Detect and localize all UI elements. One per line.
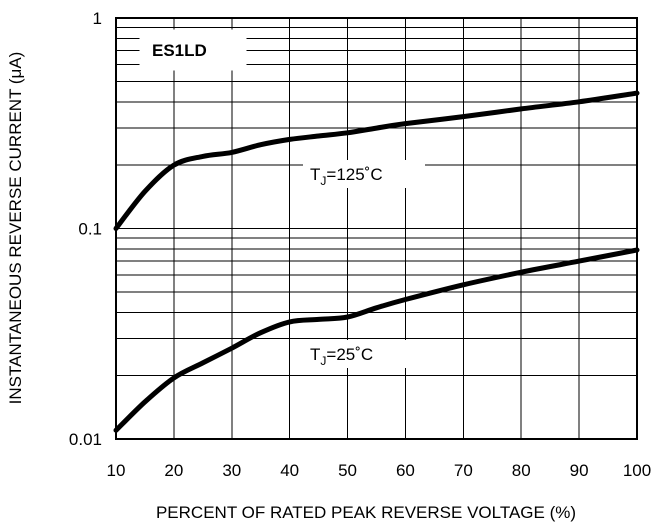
x-tick-label: 60	[396, 461, 415, 480]
x-tick-label: 20	[164, 461, 183, 480]
series-label-25-main: T	[310, 345, 320, 364]
grid-layer	[115, 17, 638, 440]
x-axis-title: PERCENT OF RATED PEAK REVERSE VOLTAGE (%…	[156, 503, 576, 522]
x-tick-label: 10	[107, 461, 126, 480]
curve-layer	[113, 90, 640, 433]
series-label-25-sub: J	[320, 354, 326, 368]
series-label-125-text: TJ=125˚C	[310, 165, 383, 188]
series-label-125-rest: =125˚C	[326, 165, 382, 184]
part-label-box: ES1LD	[139, 29, 247, 71]
x-tick-label: 40	[280, 461, 299, 480]
x-tick-label: 80	[512, 461, 531, 480]
x-tick-label: 50	[338, 461, 357, 480]
chart-title: ES1LD	[152, 41, 207, 60]
series-line-tj-25c	[113, 247, 640, 433]
y-tick-label: 1	[93, 9, 102, 28]
tick-label-layer: 10 20 30 40 50 60 70 80 90 100 0.01 0.1 1	[69, 9, 651, 480]
series-label-25-text: TJ=25˚C	[310, 345, 373, 368]
series-label-125-main: T	[310, 165, 320, 184]
part-label-background	[139, 29, 247, 71]
series-label-125-sub: J	[320, 174, 326, 188]
series-line-tj-125c	[113, 90, 640, 231]
y-axis-title: INSTANTANEOUS REVERSE CURRENT (μA)	[6, 52, 25, 405]
series-label-25: TJ=25˚C	[303, 340, 413, 368]
series-label-25-background	[303, 340, 413, 368]
series-label-125: TJ=125˚C	[303, 160, 425, 188]
series-label-25-rest: =25˚C	[326, 345, 373, 364]
series-label-125-background	[303, 160, 425, 188]
x-tick-label: 70	[454, 461, 473, 480]
y-tick-label: 0.01	[69, 430, 102, 449]
x-tick-label: 30	[222, 461, 241, 480]
x-tick-label: 90	[570, 461, 589, 480]
x-tick-label: 100	[623, 461, 651, 480]
y-tick-label: 0.1	[78, 220, 102, 239]
